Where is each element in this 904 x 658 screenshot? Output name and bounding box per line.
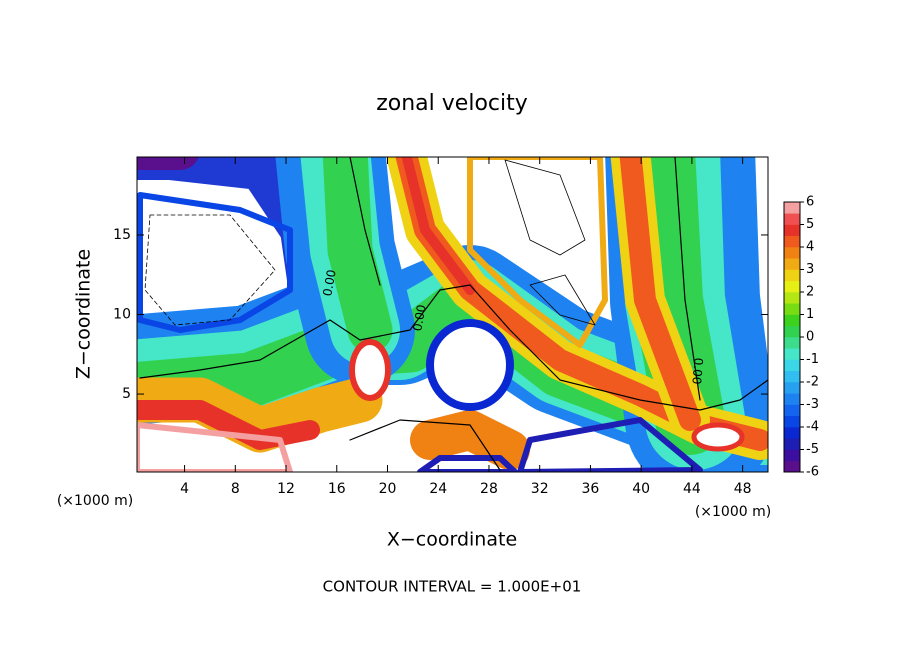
colorbar-swatch <box>784 235 800 248</box>
colorbar-swatch <box>784 213 800 225</box>
colorbar-swatch <box>784 427 800 439</box>
x-tick-label: 28 <box>480 481 498 497</box>
colorbar-tick-label: 4 <box>806 240 814 255</box>
y-axis-title: Z−coordinate <box>73 249 95 379</box>
colorbar-swatch <box>784 258 800 270</box>
colorbar-tick-label: -3 <box>806 397 819 412</box>
contour-field <box>137 157 768 472</box>
colorbar-tick-label: 5 <box>806 217 814 232</box>
x-axis-title: X−coordinate <box>387 529 517 551</box>
colorbar-swatch <box>784 292 800 304</box>
colorbar-swatch <box>784 460 800 473</box>
colorbar-tick-label: 1 <box>806 307 814 322</box>
chart-title: zonal velocity <box>376 91 528 116</box>
colorbar-swatch <box>784 438 800 450</box>
colorbar-tick-label: -6 <box>806 465 819 480</box>
x-tick-label: 40 <box>632 481 650 497</box>
colorbar-tick-label: 0 <box>806 330 814 345</box>
x-tick-label: 12 <box>277 481 295 497</box>
y-tick-label: 10 <box>113 307 131 323</box>
colorbar-tick-label: 3 <box>806 262 814 277</box>
x-tick-label: 4 <box>180 481 189 497</box>
contour-label: 0.00 <box>410 304 428 333</box>
colorbar-swatch <box>784 404 800 417</box>
y-tick-label: 5 <box>122 386 131 402</box>
x-tick-label: 44 <box>683 481 701 497</box>
colorbar-swatch <box>784 337 800 349</box>
colorbar-tick-label: -5 <box>806 442 819 457</box>
x-tick-label: 8 <box>231 481 240 497</box>
colorbar-swatch <box>784 325 800 338</box>
x-unit: (×1000 m) <box>695 504 771 520</box>
x-tick-label: 24 <box>429 481 447 497</box>
x-tick-label: 20 <box>379 481 397 497</box>
x-unit: (×1000 m) <box>57 493 133 509</box>
footer: CONTOUR INTERVAL = 1.000E+01 <box>323 578 582 596</box>
colorbar-swatch <box>784 449 800 462</box>
colorbar-tick-label: -2 <box>806 375 819 390</box>
colorbar-swatch <box>784 280 800 293</box>
colorbar-tick-label: -4 <box>806 420 819 435</box>
colorbar-swatch <box>784 314 800 327</box>
colorbar-swatch <box>784 393 800 405</box>
x-tick-label: 48 <box>734 481 752 497</box>
colorbar-tick-label: -1 <box>806 352 819 367</box>
contour-label: 0.00 <box>689 357 705 385</box>
x-tick-label: 16 <box>328 481 346 497</box>
contour-label: 0.00 <box>320 269 338 298</box>
colorbar-swatch <box>784 303 800 315</box>
x-tick-label: 36 <box>582 481 600 497</box>
colorbar-swatch <box>784 359 800 372</box>
colorbar-swatch <box>784 370 800 383</box>
colorbar-swatch <box>784 382 800 394</box>
colorbar-swatch <box>784 415 800 428</box>
colorbar-swatch <box>784 224 800 237</box>
colorbar-swatch <box>784 348 800 360</box>
colorbar-swatch <box>784 247 800 259</box>
colorbar-tick-label: 2 <box>806 285 814 300</box>
colorbar-swatch <box>784 269 800 282</box>
x-tick-label: 32 <box>531 481 549 497</box>
y-tick-label: 15 <box>113 227 131 243</box>
colorbar-swatch <box>784 202 800 214</box>
colorbar-tick-label: 6 <box>806 195 814 210</box>
